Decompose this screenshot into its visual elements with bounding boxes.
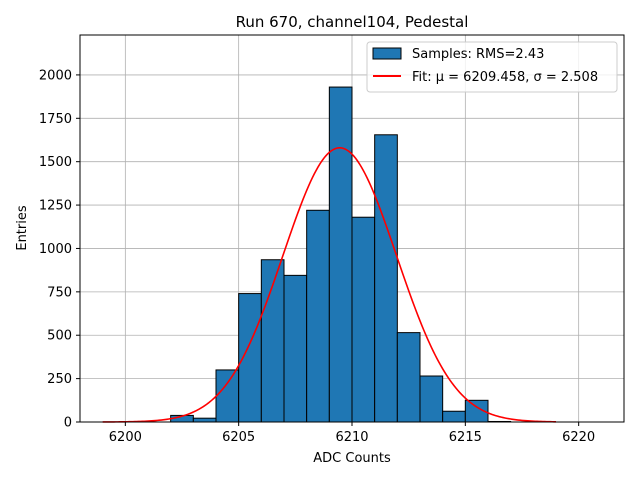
histogram-bar [419,375,444,423]
y-tick-label: 500 [47,329,72,344]
x-tick-label: 6210 [335,430,368,445]
histogram-bar [215,369,240,423]
y-tick-label: 1250 [39,199,72,214]
x-tick-label: 6215 [449,430,482,445]
y-tick-label: 250 [47,372,72,387]
histogram-bar [283,274,308,423]
y-tick-label: 750 [47,285,72,300]
histogram-bar [351,216,376,423]
x-tick-label: 6200 [109,430,142,445]
histogram-bar [442,410,466,423]
histogram-bar [374,134,398,423]
legend-fit-label: Fit: μ = 6209.458, σ = 2.508 [412,70,598,85]
y-tick-label: 0 [64,416,72,431]
y-tick-label: 1500 [39,155,72,170]
histogram-bar [192,417,217,423]
x-tick-label: 6205 [222,430,255,445]
histogram-bars [170,86,512,423]
y-axis-label: Entries [15,205,30,251]
legend: Samples: RMS=2.43 Fit: μ = 6209.458, σ =… [366,41,618,93]
y-tick-label: 2000 [39,68,72,83]
legend-samples-label: Samples: RMS=2.43 [412,47,544,62]
x-tick-label: 6220 [562,430,595,445]
chart-title: Run 670, channel104, Pedestal [236,13,469,31]
y-tick-label: 1750 [39,112,72,127]
y-axis-ticks: 0 250 500 750 1000 1250 1500 1750 2000 [39,68,80,431]
fit-curve [102,147,557,423]
x-axis-label: ADC Counts [313,451,391,466]
x-axis-ticks: 6200 6205 6210 6215 6220 [109,422,595,445]
legend-box [366,41,618,93]
histogram-bar [396,332,421,423]
histogram-bar [328,86,353,423]
fit-curve-group [102,147,557,423]
y-tick-label: 1000 [39,242,72,257]
legend-samples-swatch [372,47,402,60]
histogram-bar [306,209,330,423]
